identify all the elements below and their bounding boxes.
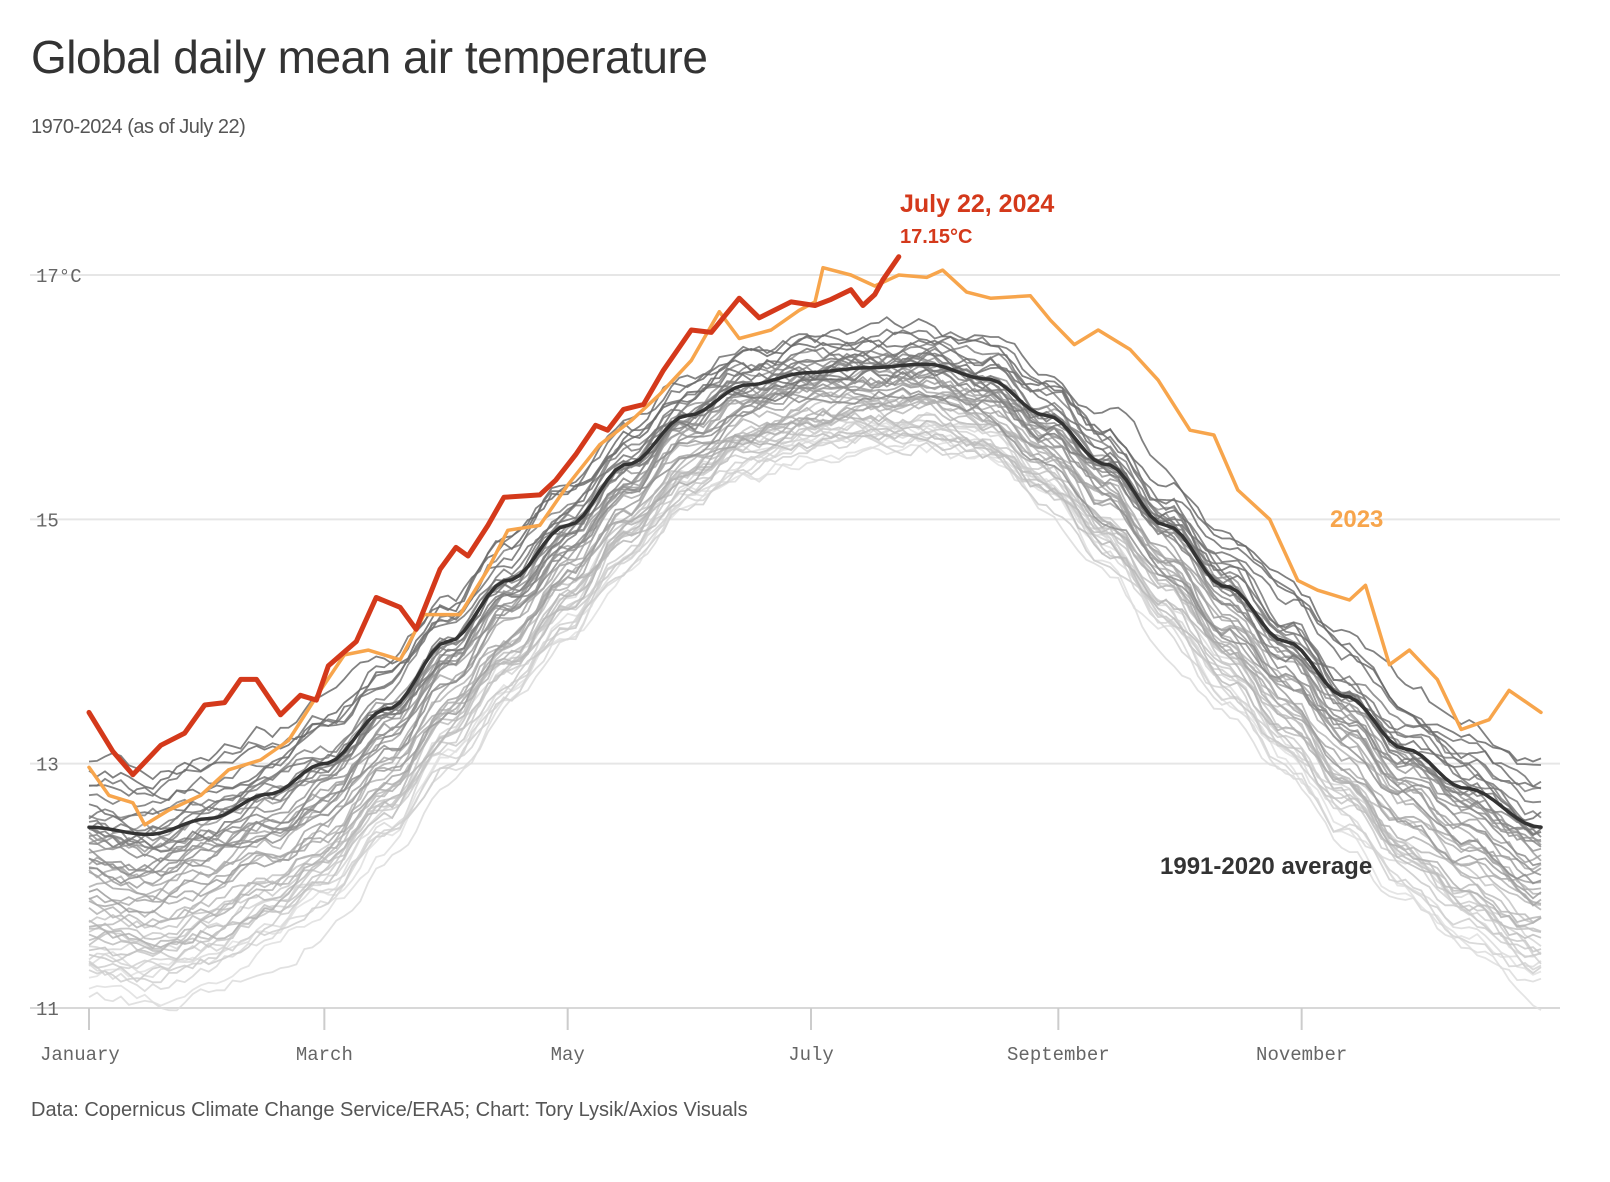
line-2024 [86,254,902,778]
year-line-1972 [88,433,1542,1012]
year-line-1991 [88,400,1542,949]
year-line-2007 [88,390,1542,877]
year-line-2020 [88,333,1542,802]
x-tick-label: March [296,1044,353,1066]
year-line-2022 [88,316,1542,790]
year-line-2021 [88,331,1542,781]
year-line-1978 [88,431,1542,984]
year-line-1971 [88,441,1542,1011]
y-tick-label: 15 [36,510,59,532]
average-line [87,362,1543,837]
year-line-1985 [89,430,1542,941]
chart-source: Data: Copernicus Climate Change Service/… [31,1099,748,1121]
annotation-latest-date: July 22, 2024 [900,190,1054,218]
year-line-2015 [88,341,1542,853]
year-line-2008 [88,351,1542,863]
x-tick-label: July [788,1044,834,1066]
x-tick-label: January [40,1044,120,1066]
year-line-2000 [88,379,1542,914]
y-tick-label: 11 [36,999,59,1021]
x-tick-label: September [1007,1044,1110,1066]
chart-subtitle: 1970-2024 (as of July 22) [31,116,246,138]
line-2023 [87,265,1543,827]
annotation-average: 1991-2020 average [1160,853,1372,880]
year-line-1976 [88,418,1542,971]
year-line-2004 [88,369,1542,874]
year-line-2019 [88,358,1542,822]
chart-title: Global daily mean air temperature [31,31,708,83]
x-tick-label: May [551,1044,585,1066]
year-line-1993 [88,392,1542,908]
year-line-1983 [88,412,1542,957]
year-line-2017 [88,346,1542,808]
annotation-latest-value: 17.15°C [900,226,973,248]
y-tick-label: 13 [36,755,59,777]
x-tick-label: November [1256,1044,1347,1066]
year-line-1998 [88,357,1542,862]
year-line-1979 [88,423,1542,983]
y-tick-label: 17°C [36,266,82,288]
year-line-1984 [88,427,1542,955]
year-line-1973 [88,417,1542,979]
annotation-2023: 2023 [1330,506,1383,533]
year-line-1995 [88,391,1542,907]
year-line-2005 [88,383,1542,876]
